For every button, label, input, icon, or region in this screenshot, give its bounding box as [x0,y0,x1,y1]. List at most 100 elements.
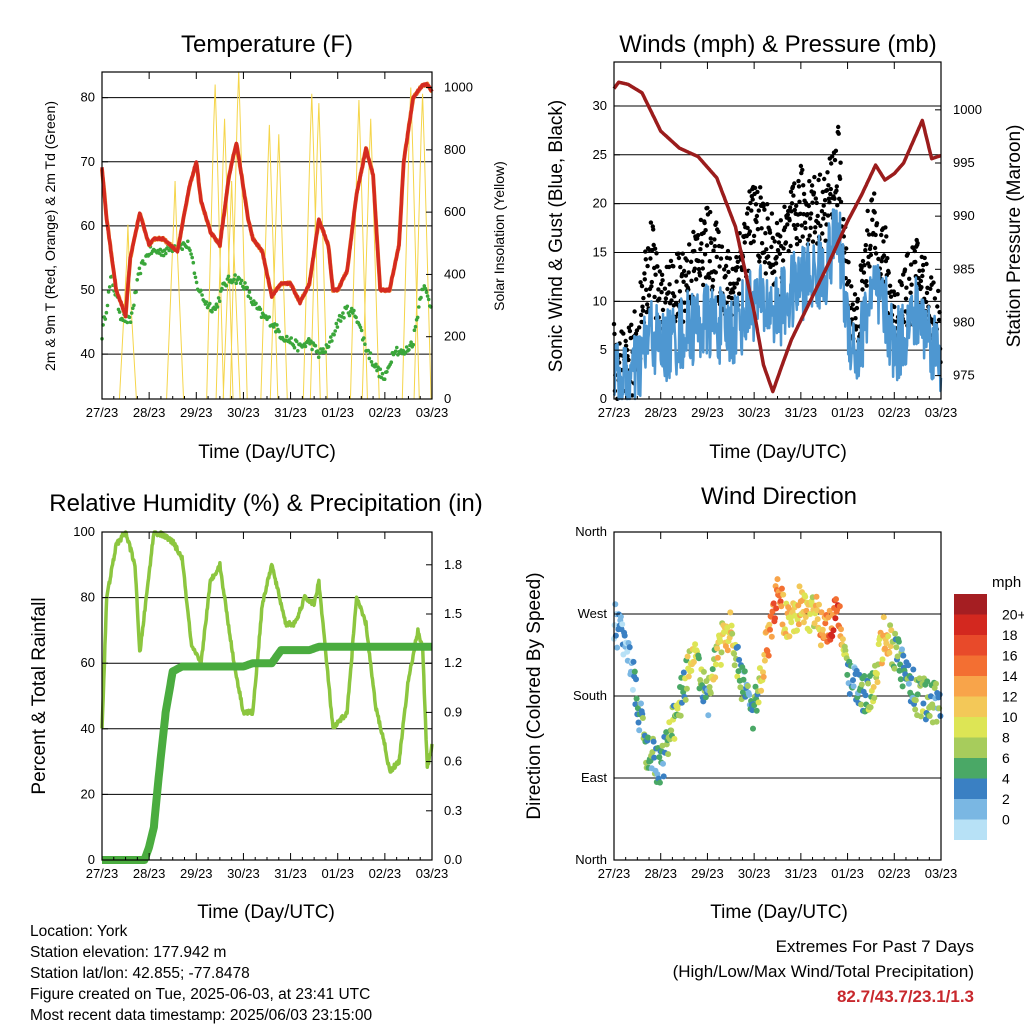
gust-point [713,270,718,275]
gust-point [660,307,666,313]
gust-point [803,226,808,231]
direction-point [671,735,678,742]
direction-point [800,619,807,626]
gust-point [881,239,886,244]
gust-point [899,282,904,288]
dewpoint-point [368,351,373,355]
dewpoint-point [217,299,222,304]
direction-point [875,641,882,648]
direction-point [842,647,849,654]
gust-point [708,236,713,241]
direction-point [765,652,772,659]
gust-point [887,283,893,288]
gust-point [860,258,866,264]
gust-point [651,227,656,232]
gust-point [734,281,740,286]
gust-point [922,255,927,261]
gust-point [761,204,766,209]
gust-point [886,270,891,275]
gust-point [711,248,716,253]
gust-point [691,229,696,235]
plot-frame [613,61,942,400]
direction-point [760,673,767,680]
legend-swatch [954,655,987,676]
gust-point [854,305,860,311]
direction-xlabel: Time (Day/UTC) [710,902,848,923]
dewpoint-point [191,260,196,265]
direction-point [702,694,709,701]
gust-point [710,277,716,283]
gust-point [918,278,924,284]
gust-point [714,220,719,225]
direction-point [645,734,651,741]
gust-point [727,256,733,261]
direction-point [897,676,904,683]
dewpoint-point [225,277,230,281]
dewpoint-point [216,296,221,300]
gust-point [742,240,747,245]
gust-point [757,259,762,264]
dewpoint-point [359,328,364,333]
direction-point [846,691,853,697]
extremes-subtitle: (High/Low/Max Wind/Total Precipitation) [672,962,974,981]
gust-point [769,211,775,216]
gust-point [836,124,841,130]
gust-point [621,331,626,336]
direction-point [867,704,874,711]
y-right-tick-label: 995 [953,155,975,170]
legend-label: 2 [1002,791,1010,807]
dewpoint-point [316,355,321,360]
gust-point [696,267,702,272]
gust-point [778,218,783,223]
gust-point [792,207,797,213]
gust-point [639,283,645,289]
gust-point [792,181,797,186]
gust-point [832,196,837,201]
gust-point [936,288,941,294]
y-tick-label: 80 [81,90,95,105]
gust-point [722,267,727,272]
gust-point [872,245,878,251]
gust-point [703,228,708,233]
gust-point [868,252,874,258]
gust-point [861,270,867,275]
gust-point [676,251,681,256]
y-tick-label: North [575,524,607,539]
gust-point [653,272,658,277]
direction-point [873,670,880,677]
gust-point [828,191,833,197]
direction-point [916,675,923,682]
gust-point [873,251,879,256]
dewpoint-point [245,285,249,290]
gust-point [698,247,703,252]
direction-point [682,696,689,703]
location-text: Location: York [30,923,128,940]
dewpoint-point [164,251,168,256]
dewpoint-point [367,356,372,361]
gust-point [751,233,757,239]
dewpoint-point [330,339,334,343]
direction-point [774,576,781,583]
gust-point [668,258,674,264]
gust-point [808,211,814,216]
dewpoint-point [362,336,366,340]
gust-point [869,197,875,202]
gust-point [700,266,705,271]
gust-point [798,211,803,216]
gust-point [629,322,634,327]
direction-point [905,680,912,687]
gust-point [808,216,813,221]
direction-point [626,644,633,651]
direction-point [773,605,780,612]
gust-point [821,203,826,208]
gust-point [649,284,654,289]
y-tick-label: 25 [593,147,607,162]
gust-point [872,210,877,215]
dewpoint-point [271,325,276,329]
gust-point [936,317,942,323]
gust-point [656,287,661,292]
dewpoint-point [341,311,345,315]
wind-line [612,208,943,401]
gust-point [688,259,694,264]
